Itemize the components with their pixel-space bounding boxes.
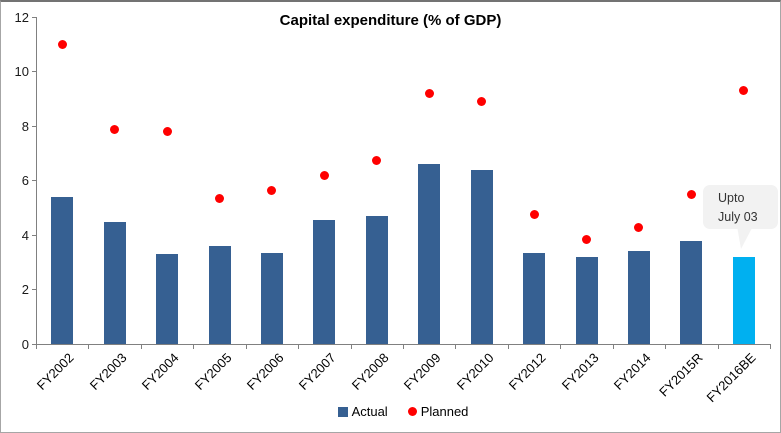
planned-dot-FY2010[interactable] <box>477 97 487 107</box>
x-axis-line <box>36 344 771 345</box>
bar-FY2003[interactable] <box>103 221 126 344</box>
bar-FY2002[interactable] <box>51 197 74 344</box>
planned-dot-FY2005[interactable] <box>215 193 224 203</box>
y-axis-label: 4 <box>21 227 29 243</box>
x-axis-tick <box>770 345 772 349</box>
planned-dot-FY2003[interactable] <box>110 124 120 134</box>
x-axis-tick <box>612 345 614 349</box>
y-axis-tick <box>32 125 36 127</box>
x-axis-tick <box>507 345 509 349</box>
bar-FY2004[interactable] <box>156 254 179 344</box>
x-axis-tick <box>88 345 90 349</box>
x-axis-tick <box>350 345 352 349</box>
bar-FY2006[interactable] <box>260 252 283 344</box>
planned-swatch-icon <box>407 407 417 416</box>
callout-line-1: Upto <box>718 191 745 205</box>
chart-title: Capital expenditure (% of GDP) <box>279 12 502 29</box>
x-axis-tick <box>245 345 247 349</box>
x-axis-tick <box>665 345 667 349</box>
y-axis-label: 8 <box>21 118 29 134</box>
x-axis-tick <box>560 345 562 349</box>
callout-line-2: July 03 <box>718 210 758 224</box>
legend-label-planned: Planned <box>420 404 469 419</box>
y-axis-tick <box>32 343 36 345</box>
bar-FY2008[interactable] <box>365 216 388 344</box>
upto-july-callout: Upto July 03 <box>703 185 778 229</box>
planned-dot-FY2015R[interactable] <box>686 189 696 199</box>
bar-FY2007[interactable] <box>313 220 336 344</box>
x-axis-tick <box>193 345 195 349</box>
planned-dot-FY2007[interactable] <box>319 170 329 180</box>
bar-FY2015R[interactable] <box>680 240 703 344</box>
bar-FY2013[interactable] <box>575 256 598 344</box>
y-axis-label: 12 <box>14 10 29 25</box>
x-axis-tick <box>403 345 404 349</box>
y-axis-tick <box>32 289 36 291</box>
legend-label-actual: Actual <box>351 404 388 419</box>
y-axis-line <box>36 17 37 344</box>
actual-swatch-icon <box>337 406 348 417</box>
planned-dot-FY2004[interactable] <box>162 127 172 137</box>
bar-FY2010[interactable] <box>470 169 493 344</box>
bar-FY2012[interactable] <box>523 252 546 344</box>
y-axis-label: 10 <box>14 64 29 80</box>
legend-item-actual[interactable]: Actual <box>337 404 388 419</box>
bar-FY2005[interactable] <box>208 246 231 344</box>
planned-dot-FY2006[interactable] <box>267 185 277 195</box>
planned-dot-FY2016BE[interactable] <box>739 86 749 96</box>
y-axis-tick <box>32 71 36 73</box>
y-axis-label: 0 <box>21 336 29 352</box>
planned-dot-FY2012[interactable] <box>529 210 539 220</box>
y-axis-label: 6 <box>21 173 29 189</box>
planned-dot-FY2013[interactable] <box>582 234 591 244</box>
planned-dot-FY2009[interactable] <box>424 89 434 99</box>
legend: Actual Planned <box>36 404 770 419</box>
x-axis-tick <box>36 345 37 349</box>
x-axis-tick <box>140 345 142 349</box>
x-axis-tick <box>455 345 457 349</box>
bar-FY2009[interactable] <box>418 164 441 344</box>
x-axis-tick <box>717 345 719 349</box>
x-axis-tick <box>298 345 300 349</box>
bar-FY2016BE[interactable] <box>732 256 755 344</box>
callout-tail <box>737 226 753 249</box>
y-axis-tick <box>32 180 36 182</box>
y-axis-tick <box>32 17 36 18</box>
planned-dot-FY2008[interactable] <box>372 155 382 165</box>
planned-dot-FY2002[interactable] <box>57 40 67 50</box>
bar-FY2014[interactable] <box>627 251 650 344</box>
y-axis-label: 2 <box>21 282 29 298</box>
planned-dot-FY2014[interactable] <box>634 222 644 232</box>
y-axis-tick <box>32 234 36 236</box>
legend-item-planned[interactable]: Planned <box>407 404 469 419</box>
